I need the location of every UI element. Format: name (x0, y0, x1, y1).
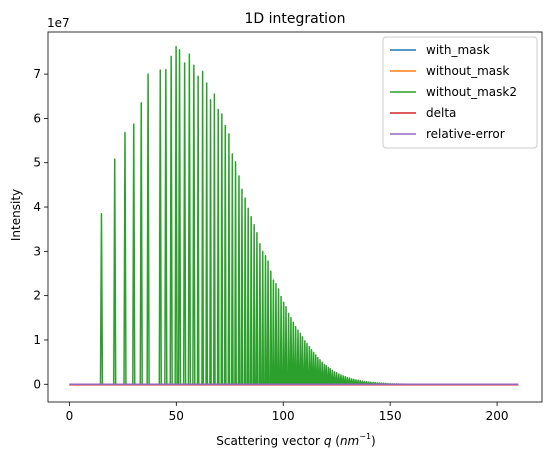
x-tick-label: 200 (486, 409, 509, 423)
legend-label: without_mask2 (426, 85, 517, 99)
legend-label: with_mask (426, 43, 490, 57)
y-tick-label: 2 (33, 289, 41, 303)
x-tick-label: 50 (169, 409, 184, 423)
x-axis: 0 50 100 150 200 (66, 402, 509, 423)
y-axis-label: Intensity (9, 189, 23, 241)
y-tick-label: 7 (33, 67, 41, 81)
y-tick-label: 5 (33, 156, 41, 170)
x-axis-label: Scattering vector q (nm−1) (216, 432, 375, 448)
x-tick-label: 150 (379, 409, 402, 423)
chart-title: 1D integration (244, 11, 345, 27)
legend-box (382, 36, 538, 149)
y-tick-label: 6 (33, 111, 41, 125)
y-offset-label: 1e7 (47, 16, 70, 30)
x-tick-label: 100 (272, 409, 295, 423)
legend-label: without_mask (426, 64, 509, 78)
legend-label: delta (426, 106, 456, 120)
y-tick-label: 1 (33, 333, 41, 347)
y-tick-label: 0 (33, 377, 41, 391)
y-tick-label: 3 (33, 244, 41, 258)
y-tick-label: 4 (33, 200, 41, 214)
y-axis: 0 1 2 3 4 5 6 7 (33, 67, 48, 391)
plot-area (47, 31, 543, 403)
legend-label: relative-error (426, 127, 505, 141)
axes-frame (47, 31, 543, 403)
x-tick-label: 0 (66, 409, 74, 423)
